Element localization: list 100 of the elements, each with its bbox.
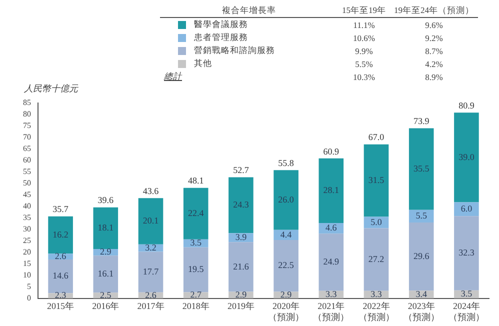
data-label: 3.9 bbox=[235, 232, 248, 242]
bar bbox=[183, 247, 208, 292]
bar bbox=[408, 222, 434, 291]
bar bbox=[48, 216, 73, 254]
legend-label: 患者管理服務 bbox=[194, 32, 248, 42]
bar bbox=[274, 170, 298, 230]
bar bbox=[318, 234, 344, 291]
x-tick-label: 2016年 bbox=[92, 301, 120, 312]
data-label: 19.5 bbox=[188, 264, 204, 274]
legend-label: 其他 bbox=[194, 58, 212, 68]
text: 10.6% bbox=[352, 32, 376, 44]
bar bbox=[364, 228, 389, 291]
data-label: 4.6 bbox=[326, 222, 338, 233]
total-label: 39.6 bbox=[98, 195, 114, 206]
text: 9.2% bbox=[424, 32, 444, 44]
y-axis-title: 人民幣十億元 bbox=[23, 83, 79, 94]
total-label: 73.9 bbox=[413, 116, 430, 126]
data-label: 4.4 bbox=[280, 229, 292, 240]
data-label: 3.3 bbox=[370, 288, 382, 299]
data-label: 3.4 bbox=[416, 288, 428, 299]
data-label: 20.1 bbox=[142, 216, 159, 226]
data-label: 2.6 bbox=[54, 250, 67, 261]
data-label: 18.1 bbox=[98, 222, 114, 233]
bar bbox=[138, 252, 164, 292]
text: 總計 bbox=[162, 70, 184, 82]
total-label: 55.8 bbox=[278, 158, 294, 168]
total-label: 43.6 bbox=[142, 186, 160, 196]
total-label: 60.9 bbox=[323, 146, 340, 156]
y-tick-label: 40 bbox=[23, 202, 31, 211]
y-tick-label: 65 bbox=[23, 144, 31, 154]
x-tick-label: 2018年 bbox=[182, 301, 210, 312]
bar bbox=[138, 198, 164, 244]
y-tick-label: 75 bbox=[23, 121, 31, 130]
data-label: 6.0 bbox=[460, 204, 473, 214]
bar bbox=[274, 240, 298, 292]
data-label: 26.0 bbox=[278, 194, 294, 204]
x-tick-label: 2024年（預測） bbox=[448, 301, 484, 322]
bar bbox=[183, 188, 208, 240]
text: 9.6% bbox=[424, 18, 444, 31]
data-label: 28.1 bbox=[323, 185, 340, 196]
data-label: 3.2 bbox=[145, 242, 156, 252]
data-label: 16.1 bbox=[98, 268, 114, 279]
data-label: 39.0 bbox=[458, 152, 475, 162]
data-label: 2.9 bbox=[280, 289, 292, 300]
data-label: 17.7 bbox=[142, 266, 160, 276]
data-label: 2.6 bbox=[145, 290, 157, 300]
y-tick-label: 50 bbox=[23, 178, 31, 188]
total-label: 52.7 bbox=[233, 165, 250, 176]
data-label: 16.2 bbox=[52, 229, 68, 240]
y-tick-label: 55 bbox=[23, 167, 31, 176]
bar bbox=[318, 158, 344, 223]
y-tick-label: 60 bbox=[23, 156, 31, 165]
data-label: 3.5 bbox=[190, 238, 202, 248]
bar bbox=[93, 256, 118, 293]
data-label: 5.5 bbox=[416, 210, 428, 221]
data-label: 22.4 bbox=[188, 208, 204, 218]
text: 15年至19年 bbox=[341, 4, 387, 16]
data-label: 21.6 bbox=[233, 261, 250, 272]
data-label: 2.9 bbox=[100, 246, 112, 257]
x-tick-label: 2023年（預測） bbox=[403, 301, 440, 322]
data-label: 2.5 bbox=[100, 290, 112, 300]
data-label: 2.9 bbox=[235, 289, 248, 300]
x-tick-label: 2022年（預測） bbox=[358, 301, 394, 322]
bar bbox=[364, 144, 389, 217]
text: 9.9% bbox=[354, 44, 374, 57]
data-label: 27.2 bbox=[368, 254, 384, 264]
bar bbox=[93, 207, 118, 249]
bar bbox=[408, 210, 434, 223]
legend-label: 營銷戰略和諮詢服務 bbox=[194, 44, 275, 54]
bar bbox=[228, 177, 254, 234]
data-label: 22.5 bbox=[278, 260, 294, 270]
bar bbox=[454, 112, 479, 202]
data-label: 2.3 bbox=[54, 290, 67, 300]
total-label: 67.0 bbox=[368, 132, 385, 142]
text: 10.3% bbox=[352, 70, 376, 83]
total-label: 80.9 bbox=[458, 100, 475, 111]
data-label: 2.7 bbox=[190, 290, 202, 300]
data-label: 31.5 bbox=[368, 174, 385, 185]
bar bbox=[454, 216, 479, 290]
legend-label: 醫學會議服務 bbox=[194, 18, 248, 28]
bar bbox=[408, 128, 434, 210]
data-label: 3.3 bbox=[326, 288, 338, 299]
y-tick-label: 15 bbox=[23, 259, 31, 268]
y-tick-label: 20 bbox=[23, 248, 31, 257]
y-tick-label: 70 bbox=[23, 132, 31, 142]
y-tick-label: 35 bbox=[23, 213, 31, 222]
y-tick-label: 85 bbox=[23, 98, 31, 108]
text: 5.5% bbox=[354, 58, 374, 70]
bar bbox=[228, 242, 254, 292]
x-tick-label: 2020年（預測） bbox=[268, 301, 304, 322]
x-tick-label: 2021年（預測） bbox=[313, 301, 350, 322]
total-label: 35.7 bbox=[52, 204, 69, 214]
text: 複合年增長率 bbox=[221, 4, 277, 16]
data-label: 24.3 bbox=[233, 200, 250, 210]
data-label: 35.5 bbox=[413, 163, 430, 174]
y-tick-label: 5 bbox=[27, 282, 31, 291]
data-label: 5.0 bbox=[370, 216, 382, 227]
y-tick-label: 30 bbox=[23, 224, 31, 234]
x-tick-label: 2015年 bbox=[47, 301, 74, 312]
text: 8.7% bbox=[424, 44, 444, 57]
